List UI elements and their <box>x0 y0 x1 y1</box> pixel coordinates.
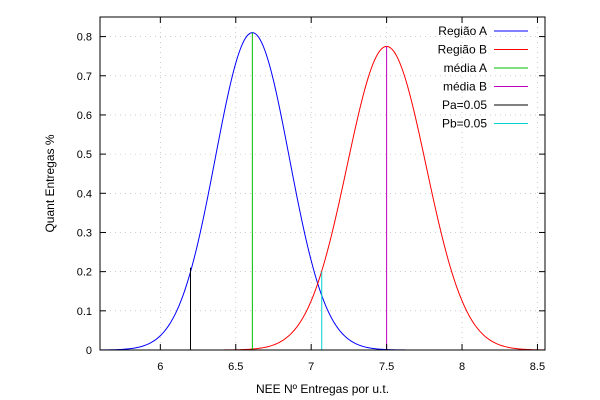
y-tick-label: 0.5 <box>77 149 92 161</box>
y-tick-label: 0 <box>86 345 92 357</box>
plot-frame <box>99 16 546 351</box>
legend-label: média A <box>444 61 487 75</box>
y-tick-label: 0.6 <box>77 110 92 122</box>
x-tick-label: 7 <box>308 361 314 373</box>
y-tick-label: 0.3 <box>77 227 92 239</box>
y-tick-label: 0.1 <box>77 306 92 318</box>
x-tick-label: 7.5 <box>379 361 394 373</box>
x-tick-label: 6.5 <box>228 361 243 373</box>
legend: Região A Região B média A média B Pa=0.05 Pb=… <box>438 24 528 131</box>
y-tick-label: 0.7 <box>77 71 92 83</box>
x-axis-title: NEE Nº Entregas por u.t. <box>256 382 389 396</box>
x-tick-label: 8.5 <box>530 361 545 373</box>
legend-label: Pa=0.05 <box>442 98 487 112</box>
x-tick-label: 8 <box>459 361 465 373</box>
legend-label: Região A <box>438 24 487 38</box>
y-axis-title: Quant Entregas % <box>43 134 57 232</box>
legend-label: Região B <box>438 43 487 57</box>
ticks-layer: 0 0.1 0.2 0.3 0.4 0.5 0.6 0.7 0.8 6 6.5 7 7.5 8 8.5 <box>77 17 545 373</box>
y-tick-label: 0.8 <box>77 32 92 44</box>
y-tick-label: 0.4 <box>77 188 92 200</box>
legend-label: média B <box>443 80 487 94</box>
grid-layer <box>100 17 545 350</box>
x-tick-label: 6 <box>157 361 163 373</box>
y-tick-label: 0.2 <box>77 267 92 279</box>
legend-label: Pb=0.05 <box>442 117 487 131</box>
